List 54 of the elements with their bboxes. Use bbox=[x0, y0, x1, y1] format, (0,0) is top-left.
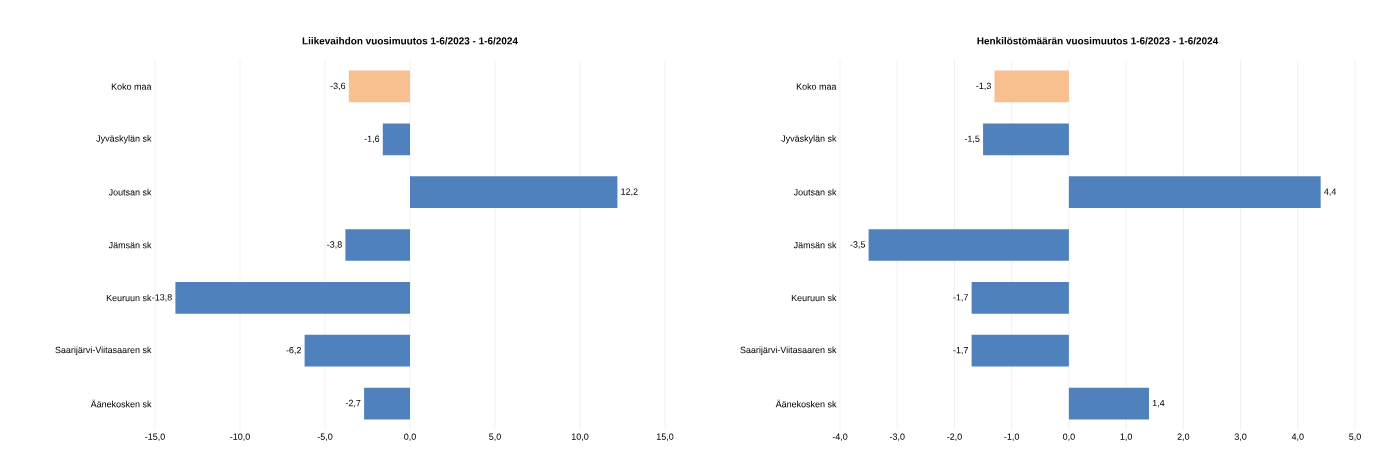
y-tick-label: Saarijärvi-Viitasaaren sk bbox=[740, 346, 837, 355]
data-label: -1,3 bbox=[976, 82, 991, 91]
bar bbox=[983, 123, 1069, 156]
data-label: -3,8 bbox=[327, 241, 342, 249]
x-tick-label: 4,0 bbox=[1291, 433, 1304, 441]
y-tick-label: Äänekosken sk bbox=[775, 399, 837, 408]
data-label: 1,4 bbox=[1152, 399, 1165, 408]
data-label: -1,7 bbox=[953, 347, 968, 355]
chart-title: Liikevaihdon vuosimuutos 1-6/2023 - 1-6/2024 bbox=[302, 37, 518, 45]
y-tick-label: Keuruun sk bbox=[791, 294, 837, 302]
bar bbox=[1068, 387, 1150, 420]
x-tick-label: -4,0 bbox=[832, 433, 848, 441]
data-label: 12,2 bbox=[621, 188, 638, 196]
data-label: -3,5 bbox=[850, 241, 866, 249]
data-label: -6,2 bbox=[286, 347, 301, 355]
bar bbox=[971, 334, 1069, 367]
x-tick-label: 2,0 bbox=[1177, 433, 1190, 441]
y-tick-label: Äänekosken sk bbox=[90, 399, 152, 408]
y-tick-label: Jämsän sk bbox=[108, 241, 152, 249]
data-label: 4,4 bbox=[1324, 188, 1337, 196]
y-tick-label: Saarijärvi-Viitasaaren sk bbox=[55, 346, 152, 355]
x-tick-label: -10,0 bbox=[230, 433, 250, 441]
x-tick-label: 3,0 bbox=[1234, 433, 1247, 441]
y-tick-label: Keuruun sk bbox=[106, 294, 152, 302]
x-tick-label: 1,0 bbox=[1120, 433, 1132, 441]
data-label: -2,7 bbox=[345, 399, 361, 408]
x-tick-label: -3,0 bbox=[889, 433, 905, 441]
chart-title: Henkilöstömäärän vuosimuutos 1-6/2023 - 1-6/2024 bbox=[977, 37, 1219, 45]
bar bbox=[1068, 176, 1321, 208]
x-tick-label: 0,0 bbox=[1063, 433, 1075, 441]
x-tick-label: 0,0 bbox=[404, 433, 416, 441]
x-tick-label: -15,0 bbox=[145, 433, 165, 441]
bar bbox=[971, 282, 1069, 314]
bar bbox=[868, 229, 1069, 261]
x-tick-label: 5,0 bbox=[489, 433, 501, 441]
y-tick-label: Joutsan sk bbox=[108, 188, 152, 196]
x-tick-label: -2,0 bbox=[947, 433, 962, 441]
x-tick-label: 5,0 bbox=[1349, 433, 1361, 441]
data-label: -1,5 bbox=[964, 135, 980, 143]
data-label: -1,6 bbox=[364, 135, 380, 143]
y-tick-label: Jyväskylän sk bbox=[781, 135, 837, 144]
y-tick-label: Jyväskylän sk bbox=[96, 135, 152, 144]
data-label: -1,7 bbox=[953, 294, 968, 302]
x-tick-label: -1,0 bbox=[1004, 433, 1020, 441]
x-tick-label: 10,0 bbox=[571, 433, 589, 441]
x-tick-label: -5,0 bbox=[317, 433, 333, 441]
data-label: -13,8 bbox=[152, 294, 172, 302]
y-tick-label: Koko maa bbox=[111, 83, 152, 90]
y-tick-label: Koko maa bbox=[796, 83, 837, 90]
data-label: -3,6 bbox=[330, 82, 346, 91]
x-tick-label: 15,0 bbox=[656, 433, 674, 441]
y-tick-label: Joutsan sk bbox=[793, 188, 837, 196]
bar bbox=[994, 70, 1069, 103]
y-tick-label: Jämsän sk bbox=[793, 241, 837, 249]
